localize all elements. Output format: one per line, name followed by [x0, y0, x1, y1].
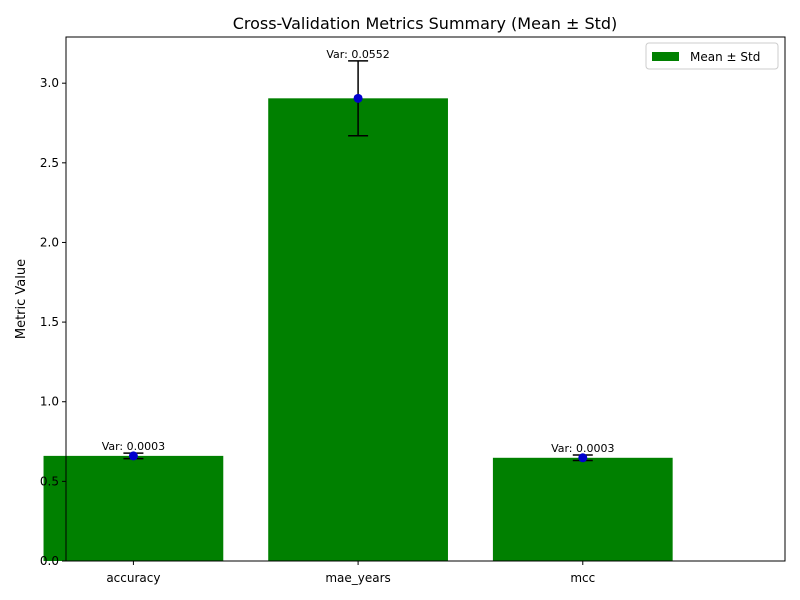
mean-marker — [128, 451, 138, 461]
variance-label: Var: 0.0003 — [102, 440, 165, 453]
variance-label: Var: 0.0003 — [551, 442, 614, 455]
y-tick-label: 1.0 — [40, 395, 59, 409]
y-tick-label: 3.0 — [40, 76, 59, 90]
y-tick-label: 0.5 — [40, 474, 59, 488]
plot-frame — [65, 36, 786, 562]
y-axis-label: Metric Value — [14, 259, 29, 339]
legend-swatch — [652, 52, 679, 61]
bar-mcc — [492, 457, 673, 561]
y-tick-label: 1.5 — [40, 315, 59, 329]
y-tick-label: 2.5 — [40, 156, 59, 170]
plot-area: Var: 0.0003 Var: 0.0552 Var: 0.0003 — [43, 48, 673, 561]
y-tick-label: 2.0 — [40, 235, 59, 249]
bar-accuracy — [43, 455, 224, 561]
x-tick-label: accuracy — [106, 571, 160, 585]
bar-mae_years — [268, 98, 448, 561]
legend-label: Mean ± Std — [690, 50, 760, 64]
x-tick-label: mcc — [570, 571, 595, 585]
variance-label: Var: 0.0552 — [326, 48, 389, 61]
y-tick-label: 0.0 — [40, 554, 59, 568]
chart-title: Cross-Validation Metrics Summary (Mean ±… — [233, 14, 618, 33]
mean-marker — [578, 453, 588, 463]
legend-box — [645, 42, 779, 70]
x-tick-label: mae_years — [325, 571, 390, 585]
legend: Mean ± Std — [645, 42, 779, 70]
mean-marker — [353, 93, 363, 103]
